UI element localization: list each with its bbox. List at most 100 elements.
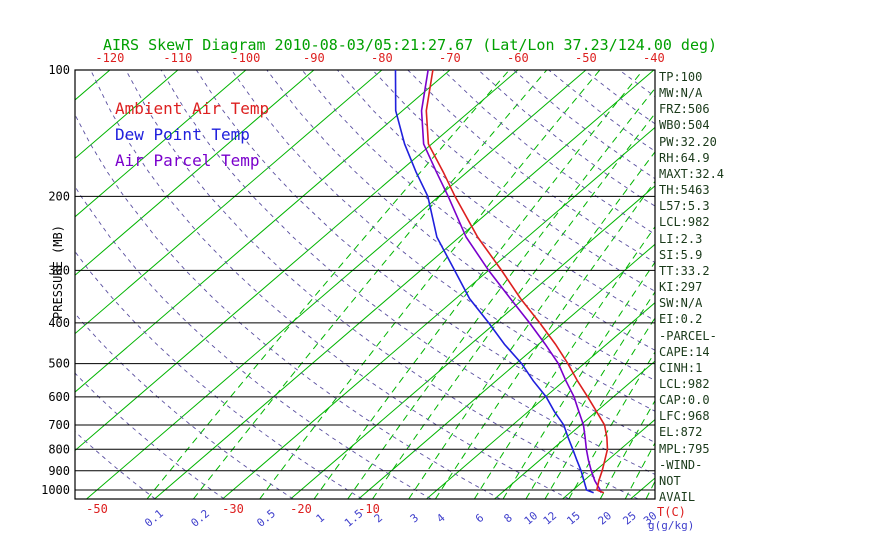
mixing-ratio-line (259, 70, 601, 499)
dry-adiabat-line (195, 70, 655, 443)
isotherm-line (154, 70, 655, 499)
stats-panel: TP:100 MW:N/A FRZ:506 WB0:504 PW:32.20 RH:64.… (659, 69, 724, 505)
stat-line: MW:N/A (659, 86, 703, 101)
top-temp-tick-label: -80 (371, 51, 393, 65)
stat-line: RH:64.9 (659, 150, 710, 165)
legend-item-dewpoint: Dew Point Temp (115, 125, 250, 144)
stat-line: LCL:982 (659, 376, 710, 391)
dry-adiabat-line (75, 185, 432, 499)
stat-line: EL:872 (659, 425, 703, 440)
stat-line: -WIND- (659, 457, 703, 472)
stat-line: EI:0.2 (659, 312, 703, 327)
isotherm-line (290, 185, 655, 499)
dry-adiabat-line (301, 70, 655, 351)
stat-line: KI:297 (659, 280, 703, 295)
top-temp-tick-label: -110 (163, 51, 192, 65)
top-temp-tick-label: -70 (439, 51, 461, 65)
mixing-ratio-label: 0.2 (188, 507, 212, 530)
isotherm-line (426, 302, 655, 499)
mixing-ratio-label: 8 (502, 511, 515, 525)
pressure-tick-label: 100 (48, 63, 70, 77)
stat-line: CINH:1 (659, 360, 703, 375)
isotherm-line (86, 70, 587, 499)
dry-adiabat-line (619, 70, 655, 98)
dry-adiabat-line (442, 70, 655, 235)
stat-line: LCL:982 (659, 215, 710, 230)
isotherm-line (75, 70, 383, 335)
pressure-tick-label: 200 (48, 189, 70, 203)
mixing-ratio-label: 0.1 (142, 507, 166, 530)
mixing-ratio-label: 10 (522, 509, 541, 527)
mixing-ratio-label: 2 (372, 511, 385, 525)
pressure-tick-label: 400 (48, 316, 70, 330)
pressure-axis-title: PRESSURE (MB) (51, 225, 65, 319)
dry-adiabat-line (90, 70, 570, 499)
mixing-ratio-line (544, 317, 655, 499)
dry-adiabat-line (583, 70, 655, 125)
mixing-ratio-line (525, 291, 655, 499)
stat-line: TH:5463 (659, 183, 710, 198)
bottom-temp-tick-label: -30 (222, 502, 244, 516)
legend-item-ambient: Ambient Air Temp (115, 99, 270, 118)
mixing-ratio-label: 15 (564, 509, 583, 527)
legend-item-parcel: Air Parcel Temp (115, 151, 260, 170)
stat-line: CAPE:14 (659, 344, 710, 359)
mixing-ratio-label: 25 (620, 509, 639, 527)
mixing-ratio-label: 12 (541, 509, 560, 527)
bottom-temp-tick-label: -10 (358, 502, 380, 516)
pressure-tick-label: 700 (48, 418, 70, 432)
stat-line: LI:2.3 (659, 231, 703, 246)
isotherm-line (75, 70, 519, 452)
isotherm-line (699, 70, 870, 499)
dry-adiabat-line (125, 70, 639, 499)
stat-line: SW:N/A (659, 296, 703, 311)
stat-line: MAXT:32.4 (659, 166, 725, 181)
stat-line: MPL:795 (659, 441, 710, 456)
mixing-ratio-line (193, 70, 548, 499)
bottom-temp-tick-label: -20 (290, 502, 312, 516)
profile-curves (394, 70, 609, 494)
dry-adiabat-line (75, 372, 225, 499)
dry-adiabat-line (75, 312, 294, 499)
mixing-ratio-label: 6 (473, 511, 486, 525)
legend: Ambient Air Temp Dew Point Temp Air Parc… (115, 96, 269, 174)
pressure-tick-label: 1000 (41, 483, 70, 497)
stat-line: SI:5.9 (659, 247, 703, 262)
mixing-ratio-label: 20 (596, 509, 615, 527)
mixing-ratio-line (473, 225, 655, 499)
temp-unit-label: T(C) (657, 505, 686, 519)
isotherm-line (0, 70, 42, 499)
isotherm-line (75, 70, 179, 160)
isotherm-line (75, 70, 247, 218)
mixing-ratio-line (624, 442, 655, 499)
bottom-temp-tick-label: -50 (86, 502, 108, 516)
mixing-ratio-line (372, 112, 655, 499)
mixing-ratio-line (568, 351, 655, 499)
pressure-tick-label: 800 (48, 442, 70, 456)
mixing-ratio-line (408, 151, 655, 499)
stat-line: L57:5.3 (659, 199, 710, 214)
top-temp-tick-label: -120 (95, 51, 124, 65)
mixing-ratio-label: 1 (314, 511, 327, 525)
mixing-ratio-line (146, 70, 510, 499)
dry-adiabat-line (75, 113, 501, 499)
stat-line: TP:100 (659, 70, 703, 84)
stat-line: AVAIL (659, 490, 696, 505)
mixratio-unit-label: g(g/kg) (648, 519, 695, 532)
mixing-ratio-line (599, 399, 655, 499)
isotherm-line (222, 126, 655, 499)
pressure-tick-label: 300 (48, 263, 70, 277)
pressure-tick-label: 600 (48, 390, 70, 404)
series-air-parcel-temp (420, 70, 602, 493)
mixing-ratio-label: 0.5 (254, 507, 278, 530)
stat-line: NOT (659, 473, 681, 488)
dry-adiabat-line (231, 70, 655, 412)
top-temp-tick-label: -90 (303, 51, 325, 65)
stat-line: LFC:968 (659, 409, 710, 424)
stat-line: -PARCEL- (659, 328, 717, 343)
mixing-ratio-line (502, 261, 655, 499)
isotherm-line (358, 243, 655, 499)
mixing-ratio-line (435, 180, 655, 499)
